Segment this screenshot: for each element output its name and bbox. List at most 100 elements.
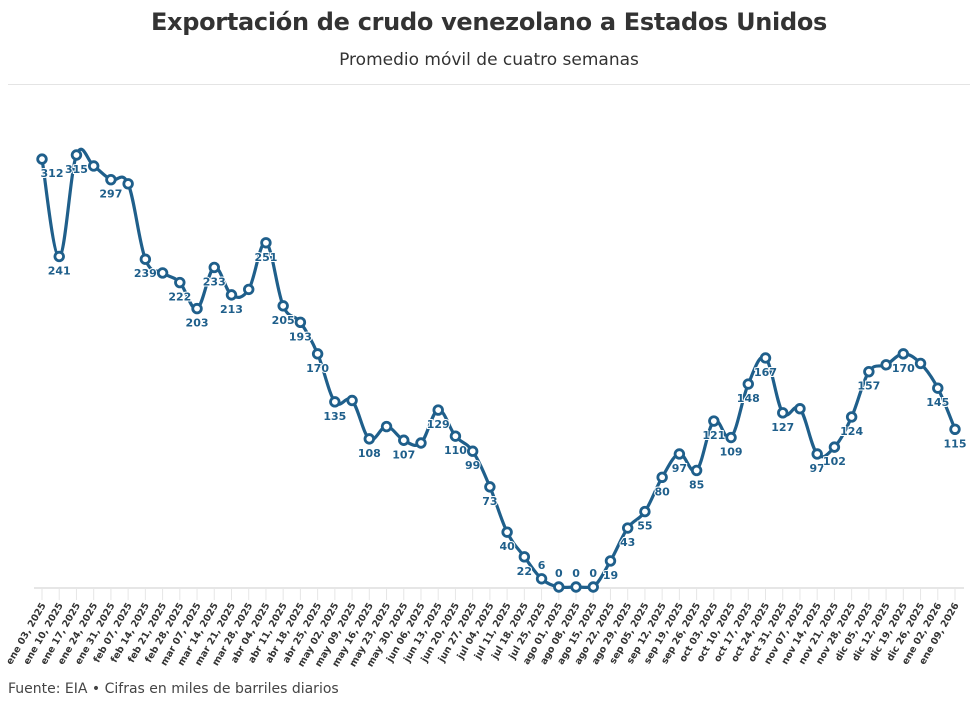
data-point[interactable] (87, 160, 100, 172)
data-point[interactable] (518, 551, 531, 563)
data-label: 241 (48, 264, 71, 277)
data-label: 157 (857, 380, 880, 393)
data-point[interactable] (311, 348, 324, 360)
data-point[interactable] (863, 365, 875, 378)
data-point[interactable] (139, 253, 152, 265)
data-point[interactable] (36, 153, 48, 165)
data-point[interactable] (828, 441, 841, 453)
data-point[interactable] (535, 573, 548, 585)
data-point[interactable] (880, 359, 892, 371)
data-point[interactable] (914, 357, 927, 370)
data-point[interactable] (811, 448, 823, 460)
data-label: 233 (203, 275, 226, 288)
data-point[interactable] (621, 522, 634, 534)
divider (8, 84, 970, 85)
data-point[interactable] (260, 237, 272, 249)
data-point[interactable] (208, 261, 220, 274)
data-label: 121 (702, 429, 725, 442)
data-point[interactable] (329, 396, 341, 408)
data-point[interactable] (673, 448, 686, 460)
data-point[interactable] (553, 581, 565, 593)
data-point[interactable] (432, 404, 444, 416)
data-point[interactable] (225, 289, 238, 301)
data-label: 203 (186, 317, 209, 330)
data-point[interactable] (587, 581, 599, 593)
data-point[interactable] (191, 302, 203, 315)
data-label: 222 (168, 291, 191, 304)
data-label: 107 (392, 448, 415, 461)
data-label: 145 (926, 396, 949, 409)
data-point[interactable] (174, 276, 186, 289)
data-label: 97 (672, 462, 687, 475)
chart-subtitle: Promedio móvil de cuatro semanas (339, 50, 639, 70)
data-point[interactable] (845, 411, 858, 423)
data-point[interactable] (466, 445, 479, 457)
data-point[interactable] (398, 434, 410, 446)
data-label: 205 (272, 314, 295, 327)
data-label: 40 (499, 540, 515, 553)
data-point[interactable] (639, 505, 651, 518)
data-point[interactable] (363, 433, 376, 445)
data-label: 129 (427, 418, 450, 431)
data-point[interactable] (794, 403, 806, 415)
data-label: 0 (572, 567, 580, 580)
data-label: 0 (555, 567, 563, 580)
data-point[interactable] (156, 267, 169, 279)
data-label: 115 (944, 437, 967, 450)
data-label: 297 (99, 188, 122, 201)
data-label: 102 (823, 455, 846, 468)
data-label: 193 (289, 330, 312, 343)
data-label: 22 (517, 565, 532, 578)
data-label: 110 (444, 444, 467, 457)
data-point[interactable] (501, 526, 513, 538)
data-point[interactable] (604, 555, 617, 567)
data-point[interactable] (105, 173, 117, 186)
data-label: 73 (482, 495, 497, 508)
data-label: 170 (892, 362, 915, 375)
data-point[interactable] (415, 437, 427, 449)
data-label: 312 (41, 167, 64, 180)
data-point[interactable] (949, 423, 961, 435)
data-label: 19 (603, 569, 618, 582)
data-point[interactable] (122, 178, 134, 190)
data-label: 239 (134, 267, 157, 280)
data-point[interactable] (294, 316, 307, 329)
data-point[interactable] (277, 300, 289, 312)
data-label: 43 (620, 536, 635, 549)
data-label: 170 (306, 362, 329, 375)
data-label: 213 (220, 303, 243, 316)
data-point[interactable] (742, 378, 754, 390)
data-point[interactable] (484, 481, 496, 493)
data-label: 99 (465, 459, 480, 472)
data-label: 109 (720, 446, 743, 459)
data-point[interactable] (897, 348, 910, 360)
data-label: 315 (65, 163, 88, 176)
data-label: 0 (589, 567, 597, 580)
data-point[interactable] (932, 382, 944, 394)
data-label: 80 (654, 485, 670, 498)
data-label: 6 (538, 559, 546, 572)
data-point[interactable] (243, 283, 255, 296)
data-point[interactable] (380, 420, 393, 433)
data-point[interactable] (70, 149, 83, 161)
data-label: 85 (689, 478, 704, 491)
data-point[interactable] (759, 352, 772, 364)
data-point[interactable] (725, 431, 737, 444)
data-point[interactable] (690, 464, 703, 477)
data-label: 127 (771, 421, 794, 434)
series-line (40, 147, 957, 590)
data-point[interactable] (708, 415, 720, 427)
chart-footer: Fuente: EIA • Cifras en miles de barrile… (8, 681, 339, 697)
data-point[interactable] (777, 407, 789, 419)
data-point[interactable] (53, 250, 65, 263)
data-point[interactable] (570, 581, 582, 593)
data-label: 135 (323, 410, 346, 423)
data-label: 55 (637, 520, 652, 533)
data-label: 148 (737, 392, 760, 405)
chart-title: Exportación de crudo venezolano a Estado… (150, 8, 828, 36)
data-point[interactable] (656, 471, 668, 483)
data-point[interactable] (449, 430, 462, 442)
data-label: 108 (358, 447, 381, 460)
data-point[interactable] (346, 394, 358, 407)
